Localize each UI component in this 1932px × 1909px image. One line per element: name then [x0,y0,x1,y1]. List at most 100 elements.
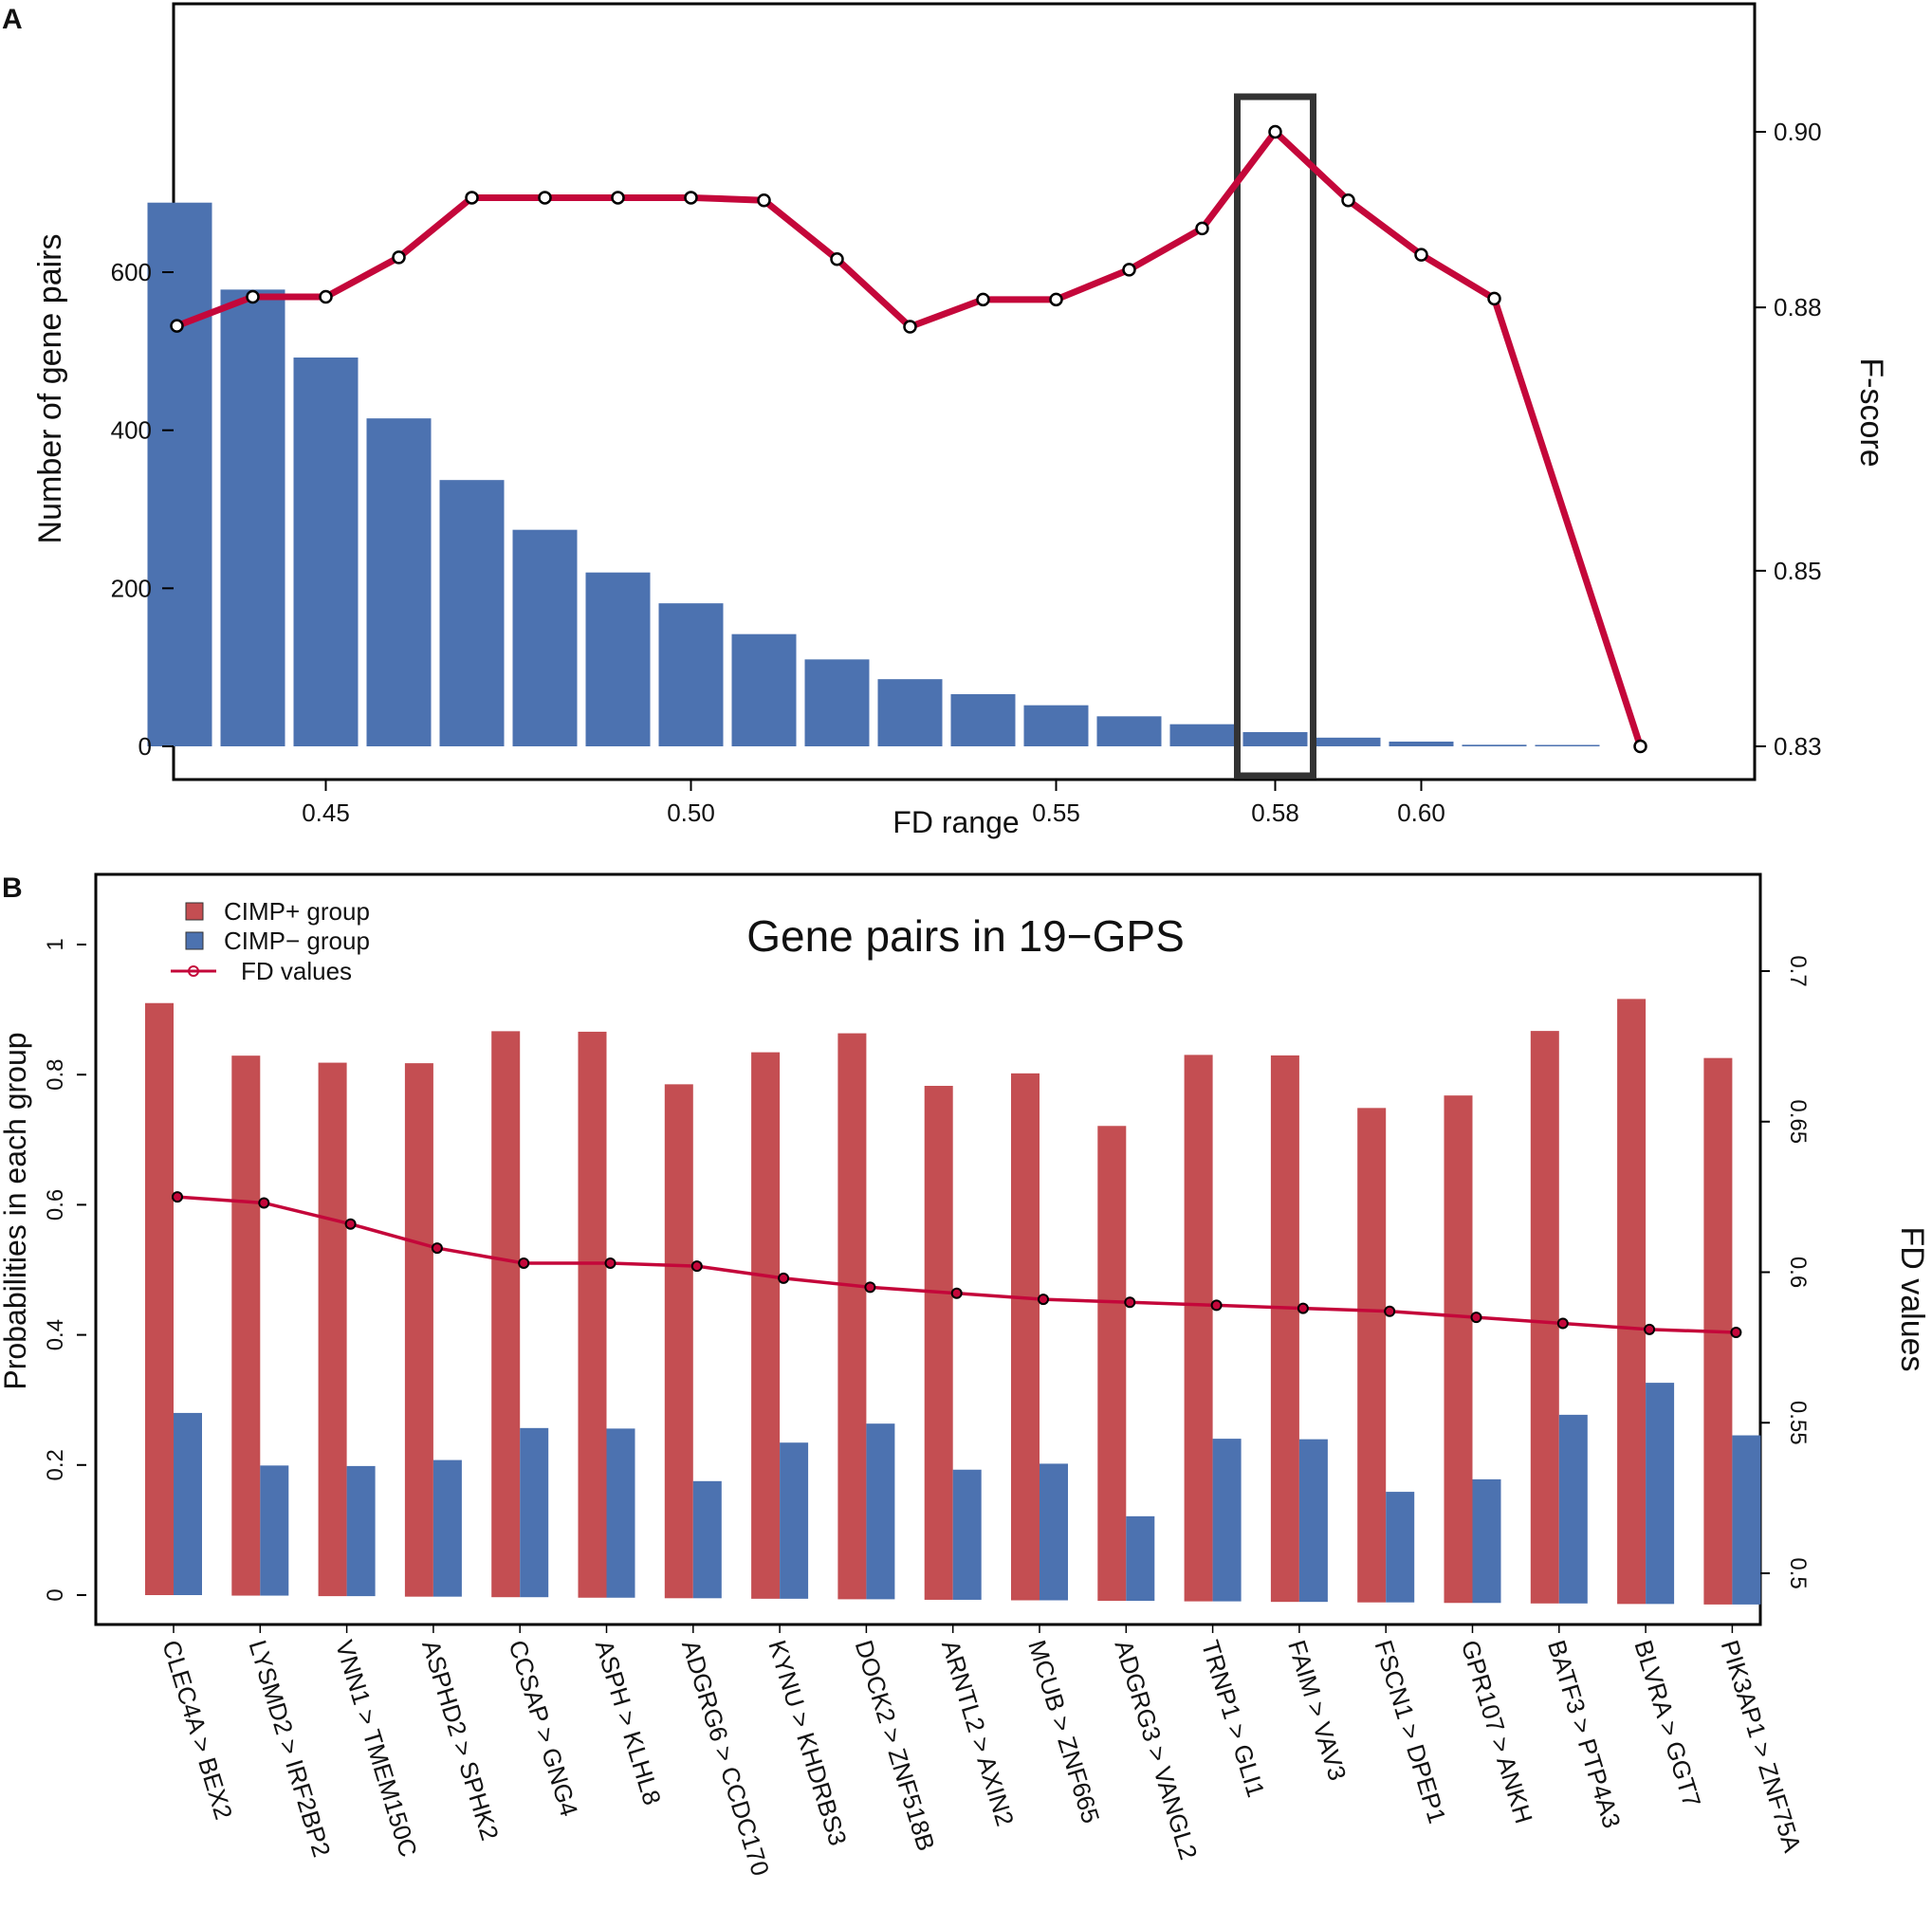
panel-b-bar-cimp-plus-11 [1011,1073,1040,1601]
panel-b-bar-cimp-minus-18 [1646,1383,1675,1605]
panel-b-fd-point-11 [1038,1294,1049,1306]
panel-b-fd-points [172,1191,1742,1338]
panel-b-fd-point-19 [1730,1327,1742,1338]
panel-b-right-axis: 0.5 0.55 0.6 0.65 0.7 [1760,955,1811,1589]
panel-a-fscore-point-0.59 [1341,193,1355,208]
panel-a-fscore-point-0.50 [684,191,698,205]
panel-b-fd-point-9 [864,1281,876,1294]
panel-b-bar-cimp-minus-15 [1386,1492,1415,1603]
panel-b-bar-cimp-minus-13 [1212,1439,1242,1602]
panel-a-bar-0.48 [512,529,578,746]
panel-a-fscore-point-0.46 [392,250,406,265]
panel-a-fscore-polyline [175,128,1644,748]
panel-a-label: A [2,4,23,35]
panel-a-bar-0.50 [658,603,724,746]
legend-label-cimp-minus: CIMP− group [224,927,370,955]
panel-b-fd-point-3 [344,1218,357,1230]
panel-b-category-label-19: PIK3AP1 > ZNF75A [1716,1637,1808,1856]
panel-a-bars [147,202,1600,747]
panel-a-x-tick-label-0.45: 0.45 [302,798,350,827]
panel-b-bar-cimp-minus-2 [260,1465,289,1596]
panel-b-y-tick-label-0.4: 0.4 [43,1319,68,1350]
panel-b-bar-cimp-plus-13 [1184,1055,1213,1602]
panel-a-bar-0.58 [1242,732,1308,746]
panel-b-category-label-1: CLEC4A > BEX2 [156,1637,238,1823]
panel-b-y2-tick-label-0.7: 0.7 [1785,955,1811,986]
panel-b-fd-point-4 [431,1242,443,1255]
panel-b-bar-cimp-minus-4 [432,1459,462,1597]
panel-b-bar-cimp-minus-14 [1298,1439,1328,1603]
panel-b-bar-cimp-plus-18 [1617,999,1647,1605]
panel-b-fd-point-14 [1297,1302,1309,1314]
panel-b-bar-cimp-minus-11 [1040,1463,1068,1601]
panel-a-bar-0.61 [1462,744,1527,746]
panel-a-fscore-point-0.49 [611,191,625,205]
panel-b-bar-cimp-plus-3 [318,1062,347,1597]
panel-b-category-label-12: ADGRG3 > VANGL2 [1110,1637,1204,1863]
panel-b-y-axis-title: Probabilities in each group [0,1032,32,1389]
panel-b-fd-point-8 [778,1272,790,1284]
legend-marker-fd-values [188,965,199,977]
panel-b-bar-cimp-plus-2 [231,1055,261,1596]
panel-b-category-label-6: ASPH > KLHL8 [590,1637,667,1808]
panel-a-right-axis: 0.83 0.85 0.88 0.90 [1755,118,1822,761]
panel-b-fd-point-12 [1124,1296,1136,1309]
panel-b-y2-tick-label-0.5: 0.5 [1785,1557,1811,1588]
panel-a-x-tick-label-0.55: 0.55 [1032,798,1080,827]
panel-a-fscore-point-0.52 [830,251,844,266]
panel-b-fd-point-16 [1470,1312,1482,1324]
panel-b-y-tick-label-0: 0 [43,1588,68,1601]
panel-a-fscore-point-0.51 [757,193,771,208]
panel-a-x-tick-label-0.50: 0.50 [667,798,715,827]
panel-a-bar-0.59 [1316,737,1381,746]
panel-a-fscore-point-0.60 [1414,248,1428,262]
panel-b-category-label-2: LYSMD2 > IRF2BP2 [244,1637,337,1861]
panel-b-bar-cimp-minus-17 [1558,1414,1588,1604]
panel-b-bar-cimp-plus-4 [404,1063,433,1597]
panel-b-legend: CIMP+ group CIMP− group FD values [171,897,370,985]
panel-b-y2-tick-label-0.55: 0.55 [1785,1401,1811,1445]
panel-b-fd-point-18 [1644,1323,1656,1335]
panel-b-bar-cimp-minus-12 [1126,1515,1155,1602]
panel-a-fscore-points [170,124,1647,754]
panel-a-bar-0.51 [731,633,797,746]
panel-a-fscore-point-0.56 [1122,263,1136,277]
panel-b-bar-cimp-minus-9 [866,1423,895,1600]
panel-a-y-tick-label-200: 200 [111,574,152,602]
panel-a-highlight-layer [1234,93,1316,780]
panel-a-bar-0.53 [877,679,943,746]
panel-b-left-axis: 0 0.2 0.4 0.6 0.8 1 [43,938,86,1602]
panel-a-bar-0.44 [220,289,285,746]
panel-a-fscore-point-0.53 [903,320,917,334]
panel-a-y-tick-label-400: 400 [111,416,152,445]
panel-b-bar-cimp-plus-5 [491,1031,521,1598]
panel-b-bar-cimp-minus-19 [1732,1435,1761,1605]
panel-b-category-label-9: DOCK2 > ZNF518B [850,1637,941,1854]
panel-b-bar-cimp-minus-1 [174,1412,202,1595]
panel-b-y2-tick-label-0.65: 0.65 [1785,1099,1811,1144]
panel-b-bar-cimp-plus-17 [1530,1031,1559,1604]
panel-b-fd-point-13 [1210,1299,1223,1312]
panel-b-bar-cimp-plus-7 [664,1084,693,1599]
panel-a-fscore-point-0.45 [319,289,333,304]
panel-a-fscore-point-0.48 [538,191,552,205]
panel-b-category-label-7: ADGRG6 > CCDC170 [676,1637,775,1879]
panel-a-fscore-point-0.62 [1633,739,1647,754]
legend-swatch-cimp-plus [185,902,204,921]
panel-a-bar-0.60 [1389,742,1454,746]
panel-b-fd-point-6 [604,1257,616,1269]
panel-a-fscore-point-0.44 [246,289,260,304]
panel-b-y-tick-label-1: 1 [43,938,68,950]
panel-a-fscore-point-0.54 [976,292,990,307]
panel-b-category-label-14: FAIM > VAV3 [1282,1637,1352,1784]
panel-a-fscore-point-0.43 [170,319,184,333]
panel-a-y2-tick-label-0.85: 0.85 [1774,557,1822,585]
panel-b-bar-cimp-plus-1 [145,1002,174,1595]
panel-a-x-axis-title: FD range [892,805,1019,839]
panel-a-y-axis-title: Number of gene pairs [32,234,68,544]
panel-a-x-axis: 0.45 0.50 0.55 0.58 0.60 [302,780,1445,827]
panel-a-y-tick-label-600: 600 [111,258,152,286]
